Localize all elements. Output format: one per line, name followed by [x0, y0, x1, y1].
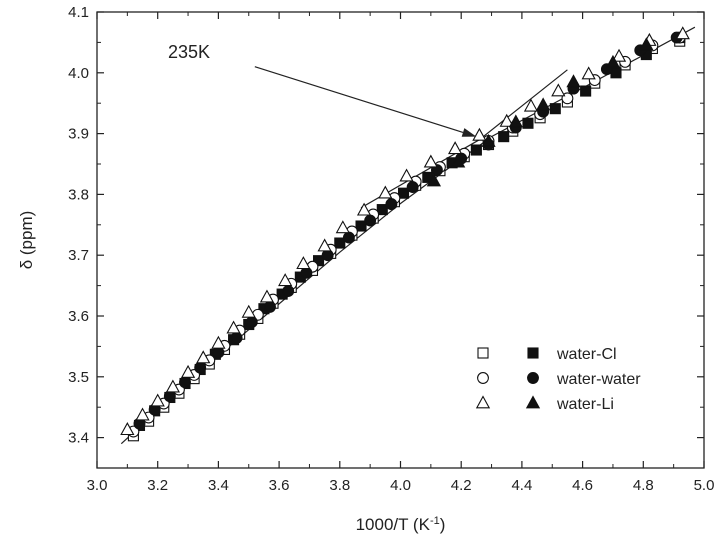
data-point-triangle-open	[196, 350, 211, 364]
x-tick-label: 4.4	[511, 477, 532, 494]
legend-triangle-filled	[525, 395, 541, 409]
x-tick-label: 4.6	[572, 477, 593, 494]
data-point-triangle-open	[165, 379, 181, 393]
data-point-triangle-open	[135, 407, 150, 421]
data-point-triangle-filled	[639, 37, 654, 51]
y-axis-label: δ (ppm)	[17, 211, 36, 270]
data-point-triangle-open	[378, 185, 393, 199]
data-point-triangle-open	[226, 320, 241, 334]
data-point-square-filled	[355, 220, 367, 232]
data-point-triangle-filled	[566, 74, 581, 88]
x-axis-label-end: )	[440, 515, 446, 534]
data-point-triangle-open	[150, 393, 165, 407]
x-tick-label: 4.0	[390, 477, 411, 494]
data-point-triangle-open	[551, 83, 566, 97]
data-point-triangle-open	[499, 113, 514, 127]
legend-triangle-open	[475, 395, 491, 409]
x-tick-label: 4.2	[451, 477, 472, 494]
data-point-triangle-open	[211, 335, 226, 349]
data-point-square-filled	[334, 237, 346, 249]
data-markers	[120, 26, 690, 442]
data-point-triangle-open	[180, 364, 196, 378]
data-point-triangle-filled	[536, 97, 551, 111]
data-point-triangle-open	[259, 289, 275, 303]
x-tick-label: 4.8	[633, 477, 654, 494]
y-tick-label: 3.5	[68, 369, 89, 386]
data-point-square-filled	[313, 255, 325, 267]
arrowhead-icon	[461, 128, 477, 137]
x-tick-label: 3.8	[329, 477, 350, 494]
legend-circle-filled	[527, 372, 539, 384]
x-tick-label: 3.6	[269, 477, 290, 494]
x-tick-label: 3.2	[147, 477, 168, 494]
data-point-square-filled	[522, 117, 534, 129]
legend-square-open	[477, 347, 489, 359]
legend: water-Cl water-water water-Li	[475, 346, 641, 413]
data-point-circle-filled	[385, 198, 398, 211]
data-point-square-filled	[498, 131, 510, 143]
legend-label: water-water	[556, 371, 641, 388]
data-point-circle-filled	[179, 376, 191, 389]
fit-line	[360, 69, 568, 209]
data-point-circle-filled	[230, 331, 243, 344]
legend-label: water-Li	[556, 396, 614, 413]
data-point-triangle-open	[448, 141, 463, 155]
data-point-circle-filled	[364, 214, 377, 227]
data-point-triangle-open	[523, 98, 539, 112]
data-point-circle-filled	[264, 300, 276, 313]
data-point-triangle-open	[278, 273, 293, 287]
data-point-triangle-open	[317, 238, 332, 252]
legend-circle-open	[477, 372, 489, 384]
data-point-triangle-filled	[605, 54, 621, 68]
data-point-triangle-filled	[508, 114, 523, 128]
x-axis-label-main: 1000/T (K	[356, 515, 431, 534]
x-axis-label: 1000/T (K-1)	[356, 515, 446, 534]
data-point-triangle-open	[399, 168, 414, 182]
data-point-triangle-open	[423, 154, 438, 168]
data-point-triangle-open	[675, 26, 690, 40]
tick-labels: 3.0 3.2 3.4 3.6 3.8 4.0 4.2 4.4 4.6 4.8 5.0 3.4 3.5 3…	[68, 4, 714, 494]
data-point-circle-filled	[194, 361, 207, 374]
data-point-triangle-open	[472, 127, 487, 141]
data-point-triangle-open	[335, 220, 350, 234]
y-tick-label: 3.6	[68, 308, 89, 325]
y-tick-label: 3.7	[68, 247, 89, 264]
data-point-triangle-filled	[451, 154, 466, 168]
x-tick-label: 5.0	[694, 477, 715, 494]
data-point-circle-filled	[342, 231, 355, 244]
data-point-circle-filled	[282, 285, 295, 298]
y-tick-label: 3.9	[68, 126, 89, 143]
legend-label: water-Cl	[556, 346, 617, 363]
data-point-square-filled	[580, 85, 592, 97]
plot-frame	[96, 11, 705, 469]
legend-square-filled	[527, 347, 539, 359]
data-point-square-filled	[549, 103, 561, 115]
y-tick-label: 3.4	[68, 430, 89, 447]
y-tick-label: 4.0	[68, 65, 89, 82]
data-point-square-filled	[470, 144, 482, 156]
y-tick-label: 4.1	[68, 4, 89, 21]
data-point-square-filled	[397, 187, 410, 199]
data-point-triangle-open	[241, 304, 256, 318]
x-axis-label-sup: -1	[430, 515, 440, 527]
x-tick-label: 3.0	[87, 477, 108, 494]
data-point-triangle-filled	[426, 173, 442, 187]
annotation: 235K	[168, 42, 477, 137]
data-point-triangle-open	[120, 422, 135, 436]
annotation-arrow	[254, 66, 464, 133]
data-point-triangle-open	[356, 202, 372, 216]
data-point-triangle-open	[296, 256, 311, 270]
data-point-square-filled	[376, 204, 388, 216]
data-point-triangle-open	[581, 66, 596, 80]
data-point-circle-filled	[406, 181, 419, 194]
data-point-triangle-filled	[481, 133, 496, 147]
x-tick-label: 3.4	[208, 477, 229, 494]
data-point-circle-filled	[245, 316, 258, 329]
data-point-triangle-open	[611, 48, 627, 62]
y-tick-label: 3.8	[68, 186, 89, 203]
annotation-label: 235K	[168, 42, 210, 62]
